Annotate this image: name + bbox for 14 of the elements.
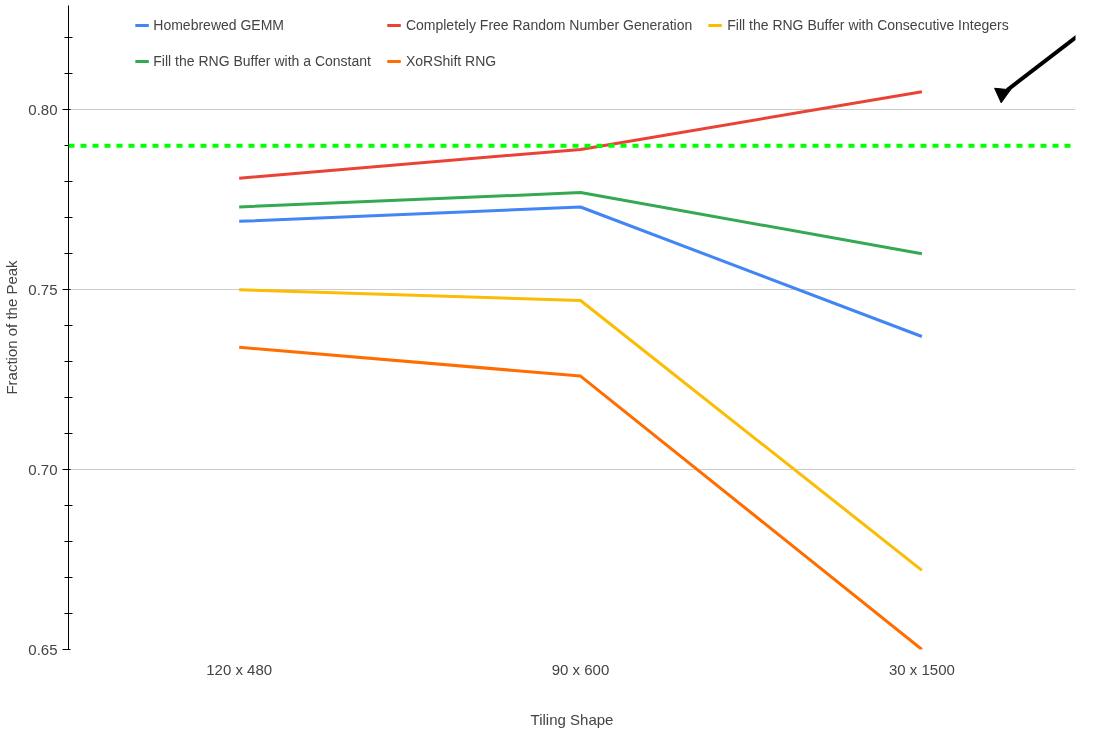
- legend-label: Fill the RNG Buffer with a Constant: [153, 53, 371, 69]
- legend-label: Homebrewed GEMM: [153, 17, 285, 33]
- x-tick-label: 120 x 480: [206, 660, 273, 678]
- x-axis-title: Tiling Shape: [530, 710, 614, 728]
- y-tick-label: 0.75: [28, 280, 58, 298]
- legend-label: XoRShift RNG: [405, 53, 497, 69]
- y-tick-label: 0.65: [28, 640, 58, 658]
- y-tick-label: 0.80: [28, 100, 58, 118]
- y-axis-title: Fraction of the Peak: [3, 259, 21, 395]
- x-tick-label: 90 x 600: [551, 660, 610, 678]
- y-tick-label: 0.70: [28, 460, 58, 478]
- legend-label: Completely Free Random Number Generation: [405, 17, 693, 33]
- legend-label: Fill the RNG Buffer with Consecutive Integers: [727, 17, 1009, 33]
- x-tick-label: 30 x 1500: [888, 660, 955, 678]
